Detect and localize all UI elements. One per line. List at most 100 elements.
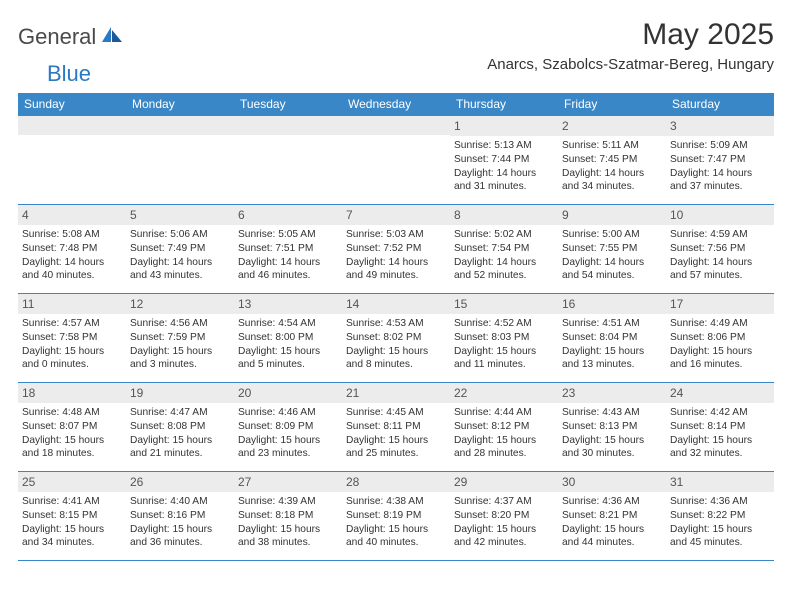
- calendar-page: General May 2025 Anarcs, Szabolcs-Szatma…: [0, 0, 792, 561]
- month-title: May 2025: [487, 18, 774, 52]
- day-number: 14: [342, 294, 450, 314]
- sunset-text: Sunset: 8:22 PM: [670, 509, 770, 523]
- day-cell: 18 Sunrise: 4:48 AMSunset: 8:07 PMDayligh…: [18, 383, 126, 471]
- sunset-text: Sunset: 8:18 PM: [238, 509, 338, 523]
- day-details: Sunrise: 4:49 AMSunset: 8:06 PMDaylight:…: [670, 317, 770, 372]
- sunset-text: Sunset: 8:00 PM: [238, 331, 338, 345]
- sunset-text: Sunset: 8:11 PM: [346, 420, 446, 434]
- sunrise-text: Sunrise: 4:37 AM: [454, 495, 554, 509]
- sunrise-text: Sunrise: 4:44 AM: [454, 406, 554, 420]
- daylight-text: Daylight: 15 hours and 3 minutes.: [130, 345, 230, 373]
- daylight-text: Daylight: 15 hours and 8 minutes.: [346, 345, 446, 373]
- sunset-text: Sunset: 7:54 PM: [454, 242, 554, 256]
- logo-text-general: General: [18, 24, 96, 50]
- sunset-text: Sunset: 7:58 PM: [22, 331, 122, 345]
- daylight-text: Daylight: 15 hours and 18 minutes.: [22, 434, 122, 462]
- daylight-text: Daylight: 14 hours and 52 minutes.: [454, 256, 554, 284]
- sunrise-text: Sunrise: 5:00 AM: [562, 228, 662, 242]
- sunrise-text: Sunrise: 4:49 AM: [670, 317, 770, 331]
- weekday-fri: Friday: [558, 93, 666, 116]
- day-details: Sunrise: 4:36 AMSunset: 8:22 PMDaylight:…: [670, 495, 770, 550]
- day-cell: 20Sunrise: 4:46 AMSunset: 8:09 PMDayligh…: [234, 383, 342, 471]
- day-number: 20: [234, 383, 342, 403]
- day-details: Sunrise: 4:36 AMSunset: 8:21 PMDaylight:…: [562, 495, 662, 550]
- day-details: Sunrise: 4:57 AMSunset: 7:58 PMDaylight:…: [22, 317, 122, 372]
- day-number: 8: [450, 205, 558, 225]
- day-details: Sunrise: 4:54 AMSunset: 8:00 PMDaylight:…: [238, 317, 338, 372]
- sunset-text: Sunset: 8:07 PM: [22, 420, 122, 434]
- day-cell: 3Sunrise: 5:09 AMSunset: 7:47 PMDaylight…: [666, 116, 774, 204]
- day-number: 23: [558, 383, 666, 403]
- day-cell: 11Sunrise: 4:57 AMSunset: 7:58 PMDayligh…: [18, 294, 126, 382]
- weekday-wed: Wednesday: [342, 93, 450, 116]
- day-cell: 29Sunrise: 4:37 AMSunset: 8:20 PMDayligh…: [450, 472, 558, 560]
- day-cell: 17Sunrise: 4:49 AMSunset: 8:06 PMDayligh…: [666, 294, 774, 382]
- day-cell: [18, 116, 126, 204]
- sunset-text: Sunset: 8:06 PM: [670, 331, 770, 345]
- day-details: Sunrise: 4:38 AMSunset: 8:19 PMDaylight:…: [346, 495, 446, 550]
- daylight-text: Daylight: 15 hours and 0 minutes.: [22, 345, 122, 373]
- daylight-text: Daylight: 15 hours and 45 minutes.: [670, 523, 770, 551]
- day-details: Sunrise: 4:48 AMSunset: 8:07 PMDaylight:…: [22, 406, 122, 461]
- sunrise-text: Sunrise: 4:40 AM: [130, 495, 230, 509]
- daylight-text: Daylight: 15 hours and 32 minutes.: [670, 434, 770, 462]
- daylight-text: Daylight: 15 hours and 21 minutes.: [130, 434, 230, 462]
- day-number: 5: [126, 205, 234, 225]
- day-cell: 8 Sunrise: 5:02 AMSunset: 7:54 PMDaylight…: [450, 205, 558, 293]
- day-number: 6: [234, 205, 342, 225]
- sunrise-text: Sunrise: 5:02 AM: [454, 228, 554, 242]
- day-number: 1: [450, 116, 558, 136]
- day-cell: 13Sunrise: 4:54 AMSunset: 8:00 PMDayligh…: [234, 294, 342, 382]
- day-details: Sunrise: 5:11 AMSunset: 7:45 PMDaylight:…: [562, 139, 662, 194]
- sunset-text: Sunset: 7:44 PM: [454, 153, 554, 167]
- week-row: 4Sunrise: 5:08 AMSunset: 7:48 PMDaylight…: [18, 205, 774, 294]
- day-number: 26: [126, 472, 234, 492]
- day-cell: [342, 116, 450, 204]
- logo: General: [18, 24, 125, 50]
- day-number: 28: [342, 472, 450, 492]
- daylight-text: Daylight: 15 hours and 16 minutes.: [670, 345, 770, 373]
- sunset-text: Sunset: 8:21 PM: [562, 509, 662, 523]
- weekday-mon: Monday: [126, 93, 234, 116]
- day-cell: 4Sunrise: 5:08 AMSunset: 7:48 PMDaylight…: [18, 205, 126, 293]
- sunrise-text: Sunrise: 4:57 AM: [22, 317, 122, 331]
- sunset-text: Sunset: 7:45 PM: [562, 153, 662, 167]
- logo-sail-icon: [101, 25, 123, 46]
- sunrise-text: Sunrise: 4:59 AM: [670, 228, 770, 242]
- day-number: 3: [666, 116, 774, 136]
- day-details: Sunrise: 4:52 AMSunset: 8:03 PMDaylight:…: [454, 317, 554, 372]
- day-number: [234, 116, 342, 135]
- day-cell: 5Sunrise: 5:06 AMSunset: 7:49 PMDaylight…: [126, 205, 234, 293]
- weekday-sun: Sunday: [18, 93, 126, 116]
- sunset-text: Sunset: 7:56 PM: [670, 242, 770, 256]
- sunrise-text: Sunrise: 5:05 AM: [238, 228, 338, 242]
- sunset-text: Sunset: 8:13 PM: [562, 420, 662, 434]
- day-details: Sunrise: 4:40 AMSunset: 8:16 PMDaylight:…: [130, 495, 230, 550]
- daylight-text: Daylight: 15 hours and 5 minutes.: [238, 345, 338, 373]
- weekday-sat: Saturday: [666, 93, 774, 116]
- sunset-text: Sunset: 7:48 PM: [22, 242, 122, 256]
- weekday-tue: Tuesday: [234, 93, 342, 116]
- sunset-text: Sunset: 8:16 PM: [130, 509, 230, 523]
- sunset-text: Sunset: 7:55 PM: [562, 242, 662, 256]
- sunrise-text: Sunrise: 5:13 AM: [454, 139, 554, 153]
- day-cell: 22Sunrise: 4:44 AMSunset: 8:12 PMDayligh…: [450, 383, 558, 471]
- day-details: Sunrise: 4:43 AMSunset: 8:13 PMDaylight:…: [562, 406, 662, 461]
- sunset-text: Sunset: 8:02 PM: [346, 331, 446, 345]
- day-number: 9: [558, 205, 666, 225]
- daylight-text: Daylight: 15 hours and 42 minutes.: [454, 523, 554, 551]
- day-cell: 26 Sunrise: 4:40 AMSunset: 8:16 PMDayligh…: [126, 472, 234, 560]
- day-number: 21: [342, 383, 450, 403]
- day-cell: 14Sunrise: 4:53 AMSunset: 8:02 PMDayligh…: [342, 294, 450, 382]
- daylight-text: Daylight: 15 hours and 30 minutes.: [562, 434, 662, 462]
- sunrise-text: Sunrise: 5:03 AM: [346, 228, 446, 242]
- day-cell: 28 Sunrise: 4:38 AMSunset: 8:19 PMDayligh…: [342, 472, 450, 560]
- daylight-text: Daylight: 15 hours and 38 minutes.: [238, 523, 338, 551]
- day-details: Sunrise: 5:03 AMSunset: 7:52 PMDaylight:…: [346, 228, 446, 283]
- day-number: 18: [18, 383, 126, 403]
- sunrise-text: Sunrise: 4:54 AM: [238, 317, 338, 331]
- day-cell: 19Sunrise: 4:47 AMSunset: 8:08 PMDayligh…: [126, 383, 234, 471]
- day-cell: 16Sunrise: 4:51 AMSunset: 8:04 PMDayligh…: [558, 294, 666, 382]
- location-text: Anarcs, Szabolcs-Szatmar-Bereg, Hungary: [487, 56, 774, 73]
- day-cell: 21Sunrise: 4:45 AMSunset: 8:11 PMDayligh…: [342, 383, 450, 471]
